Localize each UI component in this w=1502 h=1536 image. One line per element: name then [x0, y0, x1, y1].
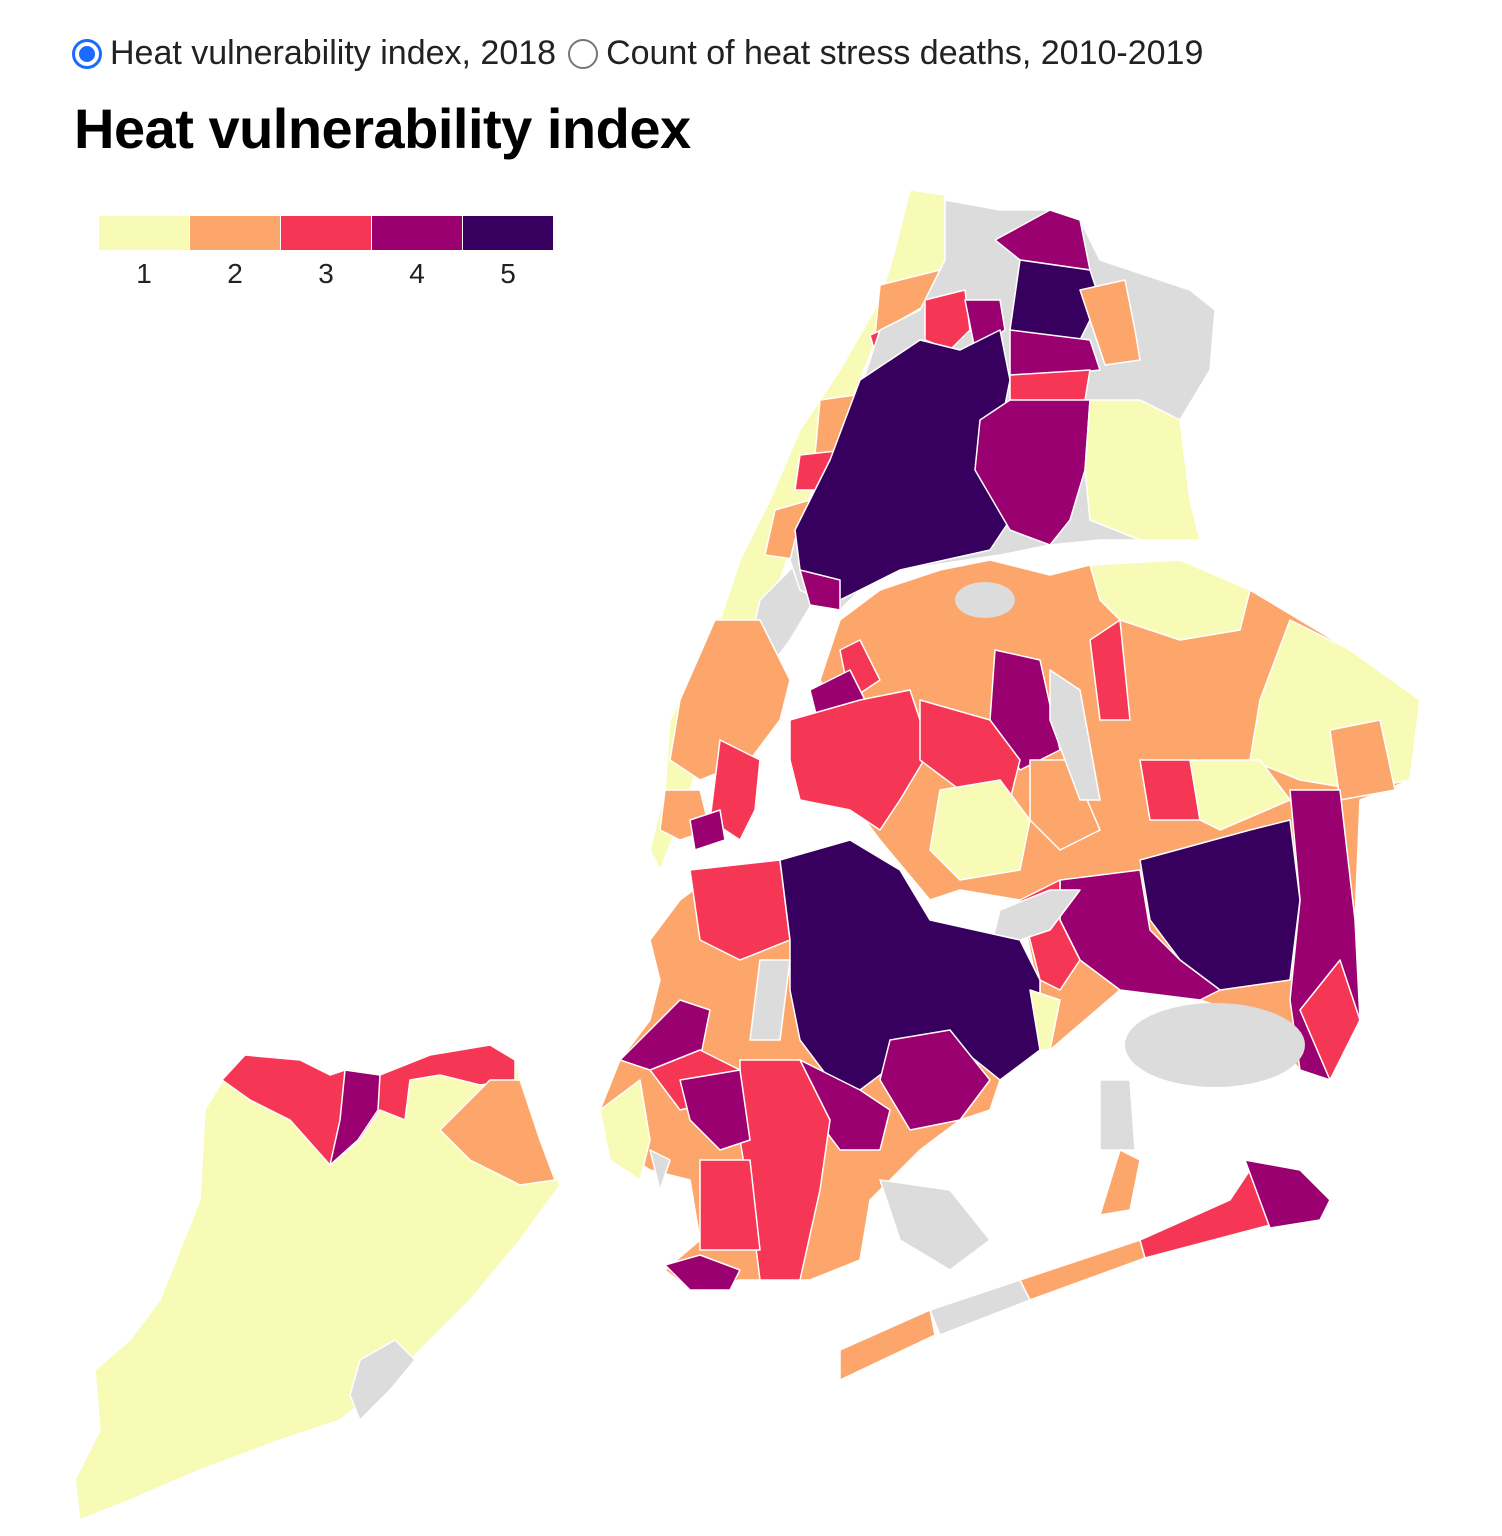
map-region-level-4[interactable]: [974, 399, 1091, 546]
map-region-level-4[interactable]: [664, 1254, 741, 1291]
borough-bronx[interactable]: [789, 199, 1216, 611]
no-data-area[interactable]: [749, 959, 791, 1041]
jfk-airport: [1125, 1003, 1305, 1087]
map-region-level-3[interactable]: [1139, 1169, 1271, 1259]
map-region-level-2[interactable]: [839, 1309, 936, 1381]
laguardia-airport: [955, 582, 1015, 618]
map-region-level-2[interactable]: [1079, 279, 1141, 366]
map-title: Heat vulnerability index: [74, 97, 691, 160]
legend-label: 1: [136, 258, 152, 289]
option-heat-vulnerability[interactable]: Heat vulnerability index, 2018: [72, 34, 556, 73]
map-region-level-1[interactable]: [1084, 399, 1201, 541]
map-region-level-4[interactable]: [689, 809, 726, 851]
map-region-level-3[interactable]: [789, 689, 931, 831]
option-label: Heat vulnerability index, 2018: [110, 34, 557, 72]
option-label: Count of heat stress deaths, 2010-2019: [606, 34, 1204, 72]
legend-item-1: 1: [99, 216, 189, 290]
map-region-level-3[interactable]: [709, 739, 761, 841]
no-data-area[interactable]: [349, 1339, 416, 1421]
legend-swatch: [372, 216, 462, 250]
option-heat-deaths[interactable]: Count of heat stress deaths, 2010-2019: [568, 34, 1203, 73]
map-region-level-1[interactable]: [1089, 559, 1251, 641]
no-data-area[interactable]: [1049, 669, 1101, 801]
map-region-level-1[interactable]: [929, 779, 1031, 881]
map-region-level-5[interactable]: [794, 329, 1011, 601]
legend-swatch: [190, 216, 280, 250]
map-region-level-1[interactable]: [599, 1079, 651, 1181]
map-region-level-3[interactable]: [1299, 959, 1361, 1081]
legend-swatch: [99, 216, 189, 250]
map-region-level-1[interactable]: [1029, 989, 1061, 1051]
no-data-area[interactable]: [649, 1149, 671, 1191]
map-region-level-3[interactable]: [924, 289, 971, 351]
map-region-level-2[interactable]: [874, 269, 941, 336]
map-region-level-2[interactable]: [439, 1079, 556, 1186]
map-region-level-4[interactable]: [964, 299, 1006, 351]
legend-swatch: [463, 216, 553, 250]
layer-selector: Heat vulnerability index, 2018 Count of …: [72, 34, 1215, 73]
no-data-area[interactable]: [879, 1179, 991, 1271]
legend-label: 3: [318, 258, 334, 289]
legend: 1 2 3 4 5: [99, 216, 554, 290]
borough-brooklyn[interactable]: [599, 839, 1061, 1291]
legend-label: 4: [409, 258, 425, 289]
map-region-level-2[interactable]: [1019, 1239, 1146, 1301]
map-region-level-2[interactable]: [1099, 1149, 1141, 1216]
legend-item-4: 4: [372, 216, 462, 290]
rockaway-peninsula[interactable]: [839, 1079, 1331, 1381]
borough-staten-island[interactable]: [74, 1044, 561, 1521]
map-region-level-5[interactable]: [1139, 819, 1301, 991]
map-region-level-4[interactable]: [329, 1069, 381, 1166]
legend-label: 2: [227, 258, 243, 289]
map-region-level-3[interactable]: [699, 1159, 761, 1251]
map-region-level-4[interactable]: [619, 999, 711, 1071]
no-data-area[interactable]: [929, 1279, 1031, 1336]
no-data-area[interactable]: [1099, 1079, 1136, 1151]
map-region-level-4[interactable]: [1009, 329, 1101, 381]
radio-button-selected[interactable]: [72, 38, 102, 69]
map-region-level-2[interactable]: [1329, 719, 1396, 801]
legend-item-3: 3: [281, 216, 371, 290]
legend-swatch: [281, 216, 371, 250]
map-region-level-4[interactable]: [1244, 1159, 1331, 1229]
legend-item-5: 5: [463, 216, 553, 290]
map-region-level-4[interactable]: [879, 1029, 991, 1131]
map-region-level-1[interactable]: [1189, 759, 1291, 831]
legend-label: 5: [500, 258, 516, 289]
map-region-level-4[interactable]: [994, 209, 1091, 271]
radio-button[interactable]: [568, 38, 599, 69]
map-region-level-4[interactable]: [799, 569, 841, 611]
map-region-level-2[interactable]: [1029, 759, 1101, 851]
legend-item-2: 2: [190, 216, 280, 290]
map-region-level-5[interactable]: [779, 839, 1041, 1091]
map-region-level-3[interactable]: [1089, 619, 1131, 721]
borough-queens[interactable]: [789, 559, 1421, 1087]
map-region-level-3[interactable]: [689, 859, 791, 961]
map-region-level-4[interactable]: [679, 1069, 751, 1151]
